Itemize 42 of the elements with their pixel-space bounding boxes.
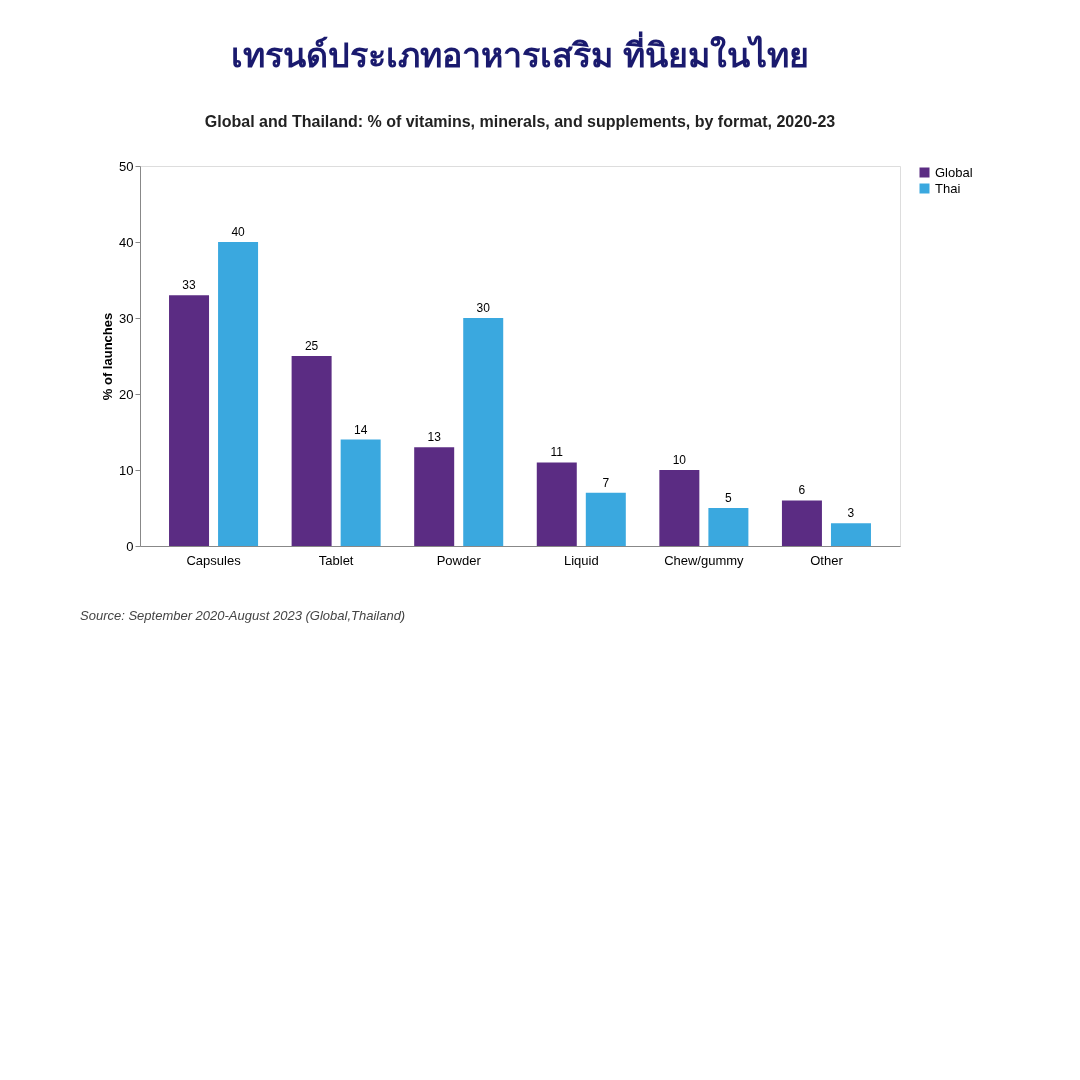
data-label: 11 <box>550 445 564 460</box>
bar <box>414 447 455 546</box>
bar <box>340 439 381 546</box>
x-tick-label: Powder <box>436 552 482 568</box>
legend-label: Thai <box>935 180 961 196</box>
bar <box>781 500 822 546</box>
bar <box>585 492 626 546</box>
y-axis-title: % of launches <box>100 312 116 401</box>
x-tick-label: Other <box>810 552 844 568</box>
chart-title: เทรนด์ประเภทอาหารเสริม ที่นิยมในไทย <box>231 31 809 74</box>
x-tick-label: Chew/gummy <box>664 552 745 568</box>
y-tick-label: 20 <box>119 386 134 402</box>
data-label: 7 <box>602 475 610 490</box>
y-tick-label: 50 <box>119 158 134 174</box>
chart-subtitle: Global and Thailand: % of vitamins, minerals, and supplements, by format, 2020-23 <box>204 113 836 130</box>
data-label: 14 <box>353 422 368 437</box>
x-tick-label: Tablet <box>318 552 354 568</box>
bar <box>659 470 700 546</box>
data-label: 30 <box>476 301 491 315</box>
data-label: 33 <box>182 278 197 293</box>
data-label: 25 <box>304 339 319 353</box>
data-label: 40 <box>231 225 246 239</box>
bar <box>708 508 749 546</box>
bar <box>291 356 332 546</box>
data-label: 10 <box>672 453 687 467</box>
legend-label: Global <box>935 164 973 180</box>
bar <box>169 295 210 546</box>
x-tick-label: Capsules <box>186 552 242 568</box>
data-label: 6 <box>798 483 806 498</box>
bar <box>218 242 259 546</box>
y-tick-label: 10 <box>119 462 134 478</box>
bar <box>463 318 504 546</box>
data-label: 5 <box>725 491 733 505</box>
x-tick-label: Liquid <box>563 552 599 568</box>
y-tick-label: 40 <box>119 234 134 250</box>
y-tick-label: 0 <box>126 538 134 554</box>
y-tick-label: 30 <box>119 310 134 326</box>
source-note: Source: September 2020-August 2023 (Global,Thailand) <box>80 608 406 623</box>
bar <box>536 462 577 546</box>
bar <box>830 523 871 546</box>
data-label: 3 <box>847 506 855 521</box>
data-label: 13 <box>427 430 442 445</box>
